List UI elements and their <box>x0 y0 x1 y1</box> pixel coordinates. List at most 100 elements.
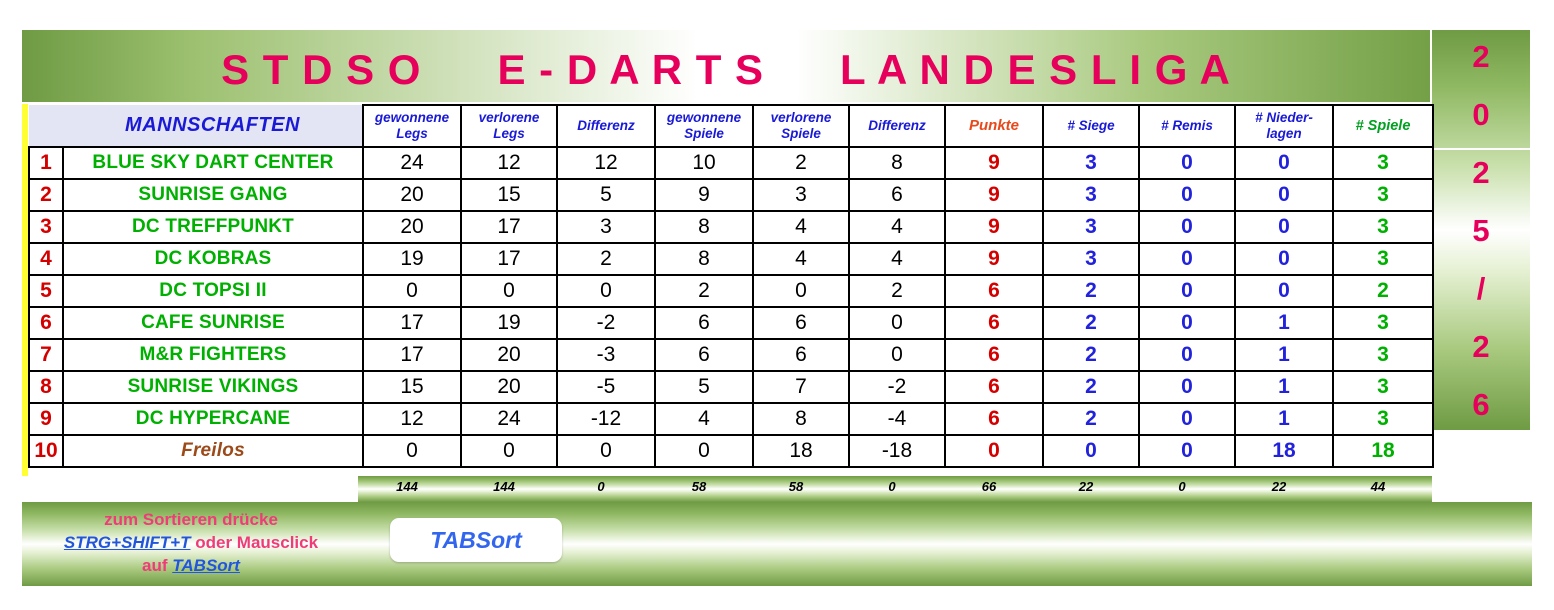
row-rank: 4 <box>28 242 64 276</box>
totals-row: 144 144 0 58 58 0 66 22 0 22 44 <box>358 476 1432 502</box>
header-stat-8[interactable]: # Remis <box>1138 104 1236 148</box>
row-stat-1: 24 <box>460 402 558 436</box>
sort-hint-line3: auf TABSort <box>22 554 360 577</box>
header-stat-4[interactable]: verlorene Spiele <box>752 104 850 148</box>
row-stat-10: 3 <box>1332 210 1434 244</box>
table-header-row: MANNSCHAFTEN gewonnene Legs verlorene Legs Di… <box>29 104 1434 148</box>
row-stat-2: 0 <box>556 434 656 468</box>
row-team-name: DC TOPSI II <box>62 274 364 308</box>
total-stat-6: 66 <box>981 479 997 494</box>
row-stat-9: 0 <box>1234 146 1334 180</box>
row-stat-4: 6 <box>752 338 850 372</box>
row-stat-1: 20 <box>460 338 558 372</box>
row-stat-0: 20 <box>362 210 462 244</box>
row-stat-3: 8 <box>654 242 754 276</box>
row-stat-7: 2 <box>1042 274 1140 308</box>
header-stat-2[interactable]: Differenz <box>556 104 656 148</box>
row-stat-5: 2 <box>848 274 946 308</box>
table-row: 4 DC KOBRAS 19 17 2 8 4 4 9 3 0 0 3 <box>28 242 1434 276</box>
row-stat-8: 0 <box>1138 402 1236 436</box>
row-stat-3: 8 <box>654 210 754 244</box>
header-stat-1[interactable]: verlorene Legs <box>460 104 558 148</box>
row-stat-6: 9 <box>944 146 1044 180</box>
header-stat-6[interactable]: Punkte <box>944 104 1044 148</box>
row-stat-10: 3 <box>1332 146 1434 180</box>
row-stat-3: 6 <box>654 338 754 372</box>
row-rank: 5 <box>28 274 64 308</box>
row-stat-4: 4 <box>752 242 850 276</box>
table-row: 9 DC HYPERCANE 12 24 -12 4 8 -4 6 2 0 1 3 <box>28 402 1434 436</box>
season-digit-5: 2 <box>1472 329 1490 364</box>
tabsort-link[interactable]: TABSort <box>172 556 240 575</box>
total-stat-4: 58 <box>788 479 804 494</box>
sort-hint-line1: zum Sortieren drücke <box>104 510 278 529</box>
row-rank: 1 <box>28 146 64 180</box>
total-stat-5: 0 <box>888 479 896 494</box>
row-team-name: SUNRISE GANG <box>62 178 364 212</box>
row-stat-8: 0 <box>1138 306 1236 340</box>
row-stat-4: 3 <box>752 178 850 212</box>
header-stat-5[interactable]: Differenz <box>848 104 946 148</box>
table-row: 3 DC TREFFPUNKT 20 17 3 8 4 4 9 3 0 0 3 <box>28 210 1434 244</box>
row-stat-8: 0 <box>1138 274 1236 308</box>
season-digit-2: 2 <box>1472 155 1490 190</box>
row-stat-4: 2 <box>752 146 850 180</box>
row-stat-10: 3 <box>1332 402 1434 436</box>
table-row: 6 CAFE SUNRISE 17 19 -2 6 6 0 6 2 0 1 3 <box>28 306 1434 340</box>
row-stat-10: 3 <box>1332 370 1434 404</box>
row-stat-6: 6 <box>944 402 1044 436</box>
header-stat-7[interactable]: # Siege <box>1042 104 1140 148</box>
total-stat-0: 144 <box>396 479 418 494</box>
row-stat-8: 0 <box>1138 242 1236 276</box>
row-team-name: Freilos <box>62 434 364 468</box>
row-stat-4: 4 <box>752 210 850 244</box>
standings-table-wrap: MANNSCHAFTEN gewonnene Legs verlorene Legs Di… <box>28 104 1434 468</box>
row-stat-6: 9 <box>944 178 1044 212</box>
row-stat-6: 6 <box>944 338 1044 372</box>
row-stat-6: 0 <box>944 434 1044 468</box>
row-stat-9: 18 <box>1234 434 1334 468</box>
row-stat-1: 0 <box>460 434 558 468</box>
header-stat-9[interactable]: # Nieder-lagen <box>1234 104 1334 148</box>
season-digit-1: 0 <box>1472 97 1490 132</box>
row-stat-2: 3 <box>556 210 656 244</box>
row-stat-9: 0 <box>1234 178 1334 212</box>
row-stat-9: 0 <box>1234 274 1334 308</box>
row-stat-2: 5 <box>556 178 656 212</box>
row-stat-5: 0 <box>848 338 946 372</box>
total-stat-1: 144 <box>493 479 515 494</box>
row-team-name: M&R FIGHTERS <box>62 338 364 372</box>
row-stat-8: 0 <box>1138 370 1236 404</box>
row-stat-8: 0 <box>1138 146 1236 180</box>
row-stat-9: 1 <box>1234 402 1334 436</box>
row-stat-1: 0 <box>460 274 558 308</box>
row-stat-7: 2 <box>1042 306 1140 340</box>
sort-hint-line2-rest: oder Mausclick <box>190 533 319 552</box>
table-row: 8 SUNRISE VIKINGS 15 20 -5 5 7 -2 6 2 0 1 3 <box>28 370 1434 404</box>
shortcut-keys: STRG+SHIFT+T <box>63 533 191 552</box>
row-team-name: CAFE SUNRISE <box>62 306 364 340</box>
row-stat-0: 19 <box>362 242 462 276</box>
row-stat-0: 12 <box>362 402 462 436</box>
title-banner: S T D S O E - D A R T S L A N D E S L I … <box>22 30 1430 119</box>
row-stat-4: 0 <box>752 274 850 308</box>
header-stat-0[interactable]: gewonnene Legs <box>362 104 462 148</box>
table-row: 2 SUNRISE GANG 20 15 5 9 3 6 9 3 0 0 3 <box>28 178 1434 212</box>
row-stat-5: 4 <box>848 242 946 276</box>
row-stat-3: 5 <box>654 370 754 404</box>
total-stat-2: 0 <box>597 479 605 494</box>
row-stat-5: 8 <box>848 146 946 180</box>
table-row: 5 DC TOPSI II 0 0 0 2 0 2 6 2 0 0 2 <box>28 274 1434 308</box>
total-stat-9: 22 <box>1271 479 1287 494</box>
tabsort-button[interactable]: TABSort <box>390 518 562 562</box>
row-rank: 6 <box>28 306 64 340</box>
row-stat-2: -12 <box>556 402 656 436</box>
header-stat-3[interactable]: gewonnene Spiele <box>654 104 754 148</box>
row-stat-3: 2 <box>654 274 754 308</box>
row-stat-2: 12 <box>556 146 656 180</box>
header-stat-10[interactable]: # Spiele <box>1332 104 1434 148</box>
row-stat-7: 3 <box>1042 210 1140 244</box>
row-stat-7: 3 <box>1042 146 1140 180</box>
total-stat-3: 58 <box>691 479 707 494</box>
